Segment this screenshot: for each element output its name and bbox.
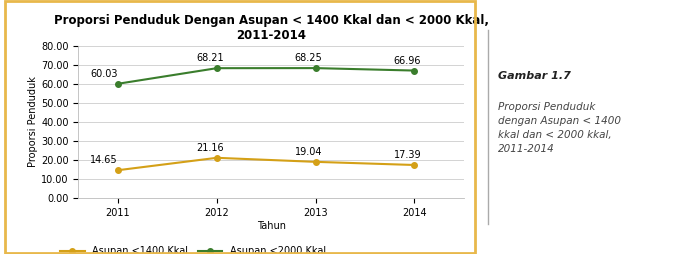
Text: Gambar 1.7: Gambar 1.7 xyxy=(498,71,571,81)
Text: 17.39: 17.39 xyxy=(394,150,421,160)
Text: 68.21: 68.21 xyxy=(196,53,224,63)
Text: Proporsi Penduduk
dengan Asupan < 1400
kkal dan < 2000 kkal,
2011-2014: Proporsi Penduduk dengan Asupan < 1400 k… xyxy=(498,102,621,154)
X-axis label: Tahun: Tahun xyxy=(256,221,286,231)
Text: 14.65: 14.65 xyxy=(90,155,118,165)
Title: Proporsi Penduduk Dengan Asupan < 1400 Kkal dan < 2000 Kkal,
2011-2014: Proporsi Penduduk Dengan Asupan < 1400 K… xyxy=(54,14,488,42)
Text: 21.16: 21.16 xyxy=(196,143,224,153)
Legend: Asupan <1400 Kkal, Asupan <2000 Kkal: Asupan <1400 Kkal, Asupan <2000 Kkal xyxy=(57,243,330,254)
Text: 60.03: 60.03 xyxy=(90,69,118,79)
Text: 68.25: 68.25 xyxy=(295,53,323,63)
Text: 19.04: 19.04 xyxy=(295,147,323,157)
Text: 66.96: 66.96 xyxy=(394,56,421,66)
Y-axis label: Proporsi Penduduk: Proporsi Penduduk xyxy=(29,76,38,167)
